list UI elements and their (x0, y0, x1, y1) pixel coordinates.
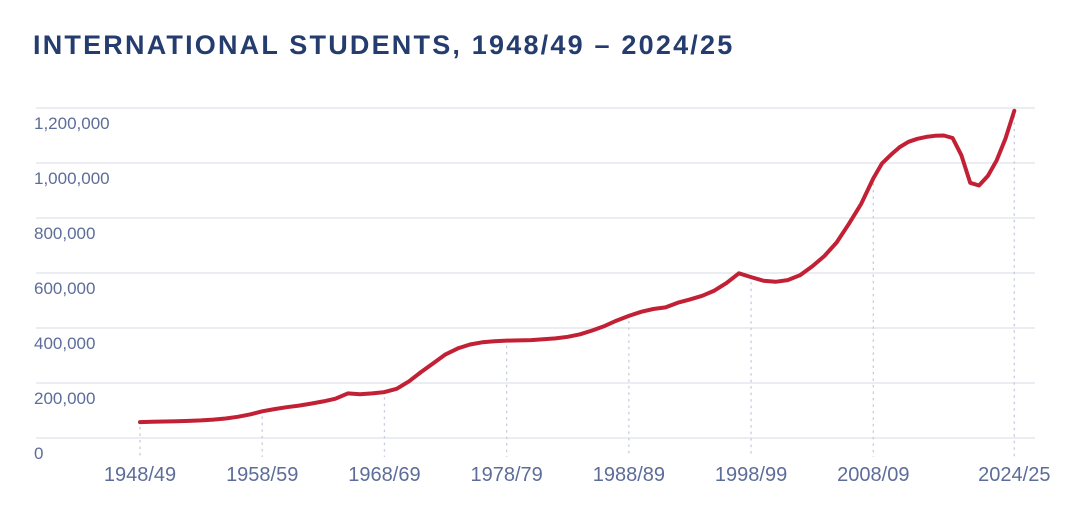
students-trend-line (138, 108, 1017, 425)
x-axis-labels: 1948/49 1958/59 1968/69 1978/79 1988/89 1998/… (104, 464, 1051, 486)
x-tick-label: 1948/49 (104, 464, 176, 486)
x-tick-label: 1988/89 (593, 464, 665, 486)
x-tick-label: 1968/69 (348, 464, 420, 486)
y-tick-label: 600,000 (34, 279, 95, 298)
y-tick-label: 1,000,000 (34, 169, 110, 188)
x-tick-label: 2008/09 (837, 464, 909, 486)
tick-drop-lines (139, 115, 1015, 457)
x-tick-label: 1958/59 (226, 464, 298, 486)
y-tick-label: 200,000 (34, 389, 95, 408)
y-tick-label: 400,000 (34, 334, 95, 353)
x-tick-label: 1998/99 (715, 464, 787, 486)
y-tick-label: 800,000 (34, 224, 95, 243)
x-tick-label: 1978/79 (471, 464, 543, 486)
y-axis-labels: 0 200,000 400,000 600,000 800,000 1,000,000 1,… (34, 114, 110, 463)
y-gridlines (36, 107, 1035, 439)
y-tick-label: 1,200,000 (34, 114, 110, 133)
x-tick-label: 2024/25 (978, 464, 1050, 486)
y-tick-label: 0 (34, 444, 43, 463)
chart-title: INTERNATIONAL STUDENTS, 1948/49 – 2024/2… (33, 30, 735, 60)
data-series (138, 108, 1017, 425)
